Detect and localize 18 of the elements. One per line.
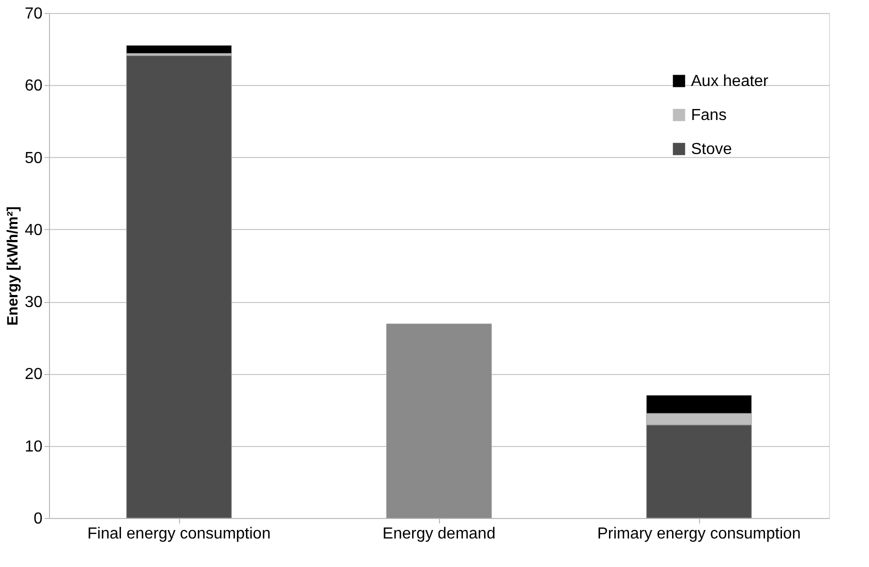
y-tick-label: 40 xyxy=(24,222,43,239)
y-tick-label: 70 xyxy=(24,6,43,22)
x-tick-label: Final energy consumption xyxy=(87,526,271,542)
bar xyxy=(126,55,232,518)
bar xyxy=(386,324,492,518)
y-tick-label: 10 xyxy=(24,438,43,456)
legend-label: Fans xyxy=(691,107,727,124)
y-axis-title: Energy [kWh/m²] xyxy=(4,206,22,326)
y-tick-label: 0 xyxy=(34,510,43,528)
y-tick-label: 20 xyxy=(24,366,43,384)
y-tick-label: 60 xyxy=(24,78,43,95)
legend-label: Aux heater xyxy=(691,73,770,90)
x-tick-label: Primary energy consumption xyxy=(597,526,801,542)
y-tick-label: 50 xyxy=(24,150,43,167)
legend-label: Stove xyxy=(691,141,732,158)
x-tick-label: Energy demand xyxy=(382,526,496,542)
bar xyxy=(126,45,232,54)
y-tick-label: 30 xyxy=(24,294,43,312)
